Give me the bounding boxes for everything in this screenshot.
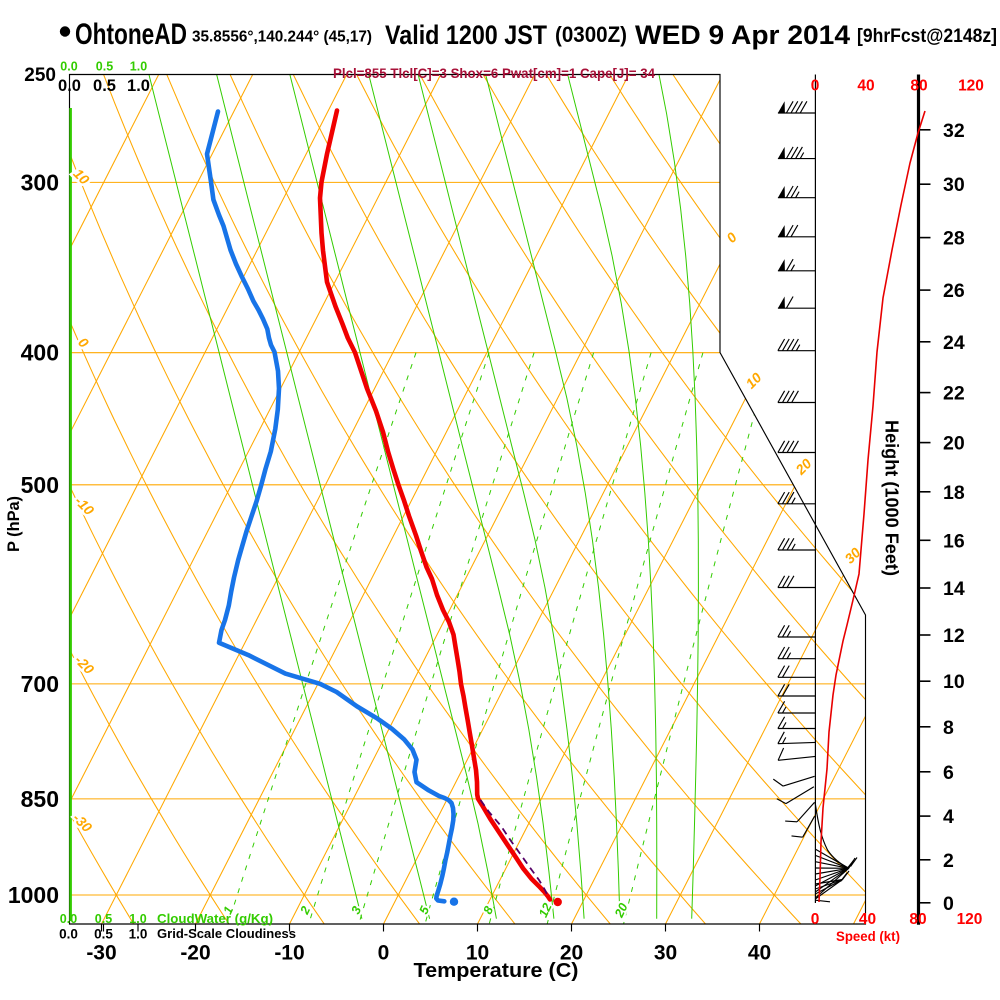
svg-text:20: 20 (792, 455, 815, 478)
svg-text:-10: -10 (72, 493, 98, 519)
svg-text:26: 26 (943, 280, 965, 302)
svg-text:0: 0 (811, 78, 820, 95)
svg-text:8: 8 (943, 717, 954, 739)
svg-text:300: 300 (21, 169, 59, 195)
svg-text:10: 10 (742, 369, 764, 391)
svg-text:10: 10 (466, 942, 489, 965)
svg-text:0: 0 (943, 893, 954, 915)
svg-text:1.0: 1.0 (127, 77, 150, 95)
svg-text:CloudWater (g/Kg): CloudWater (g/Kg) (157, 912, 273, 926)
svg-text:0.5: 0.5 (95, 912, 112, 926)
svg-text:20: 20 (560, 942, 583, 965)
svg-text:16: 16 (943, 530, 965, 552)
svg-text:80: 80 (909, 911, 926, 928)
svg-text:10: 10 (70, 165, 92, 187)
svg-text:850: 850 (21, 786, 59, 812)
svg-text:0: 0 (378, 942, 390, 965)
svg-text:80: 80 (910, 78, 927, 95)
svg-text:-20: -20 (72, 652, 98, 678)
svg-text:0.5: 0.5 (93, 77, 116, 95)
svg-text:14: 14 (943, 578, 965, 600)
svg-text:Height (1000 Feet): Height (1000 Feet) (882, 420, 902, 576)
svg-text:OhtoneAD: OhtoneAD (75, 18, 187, 51)
svg-text:2: 2 (297, 904, 313, 917)
svg-text:400: 400 (21, 340, 59, 366)
svg-text:-20: -20 (180, 942, 210, 965)
svg-text:10: 10 (943, 671, 965, 693)
svg-text:1.0: 1.0 (130, 60, 147, 74)
svg-text:0.5: 0.5 (94, 927, 113, 942)
svg-text:Grid-Scale Cloudiness: Grid-Scale Cloudiness (157, 927, 296, 941)
svg-text:18: 18 (943, 482, 965, 504)
svg-text:30: 30 (943, 174, 965, 196)
svg-text:-30: -30 (86, 942, 116, 965)
svg-text:-10: -10 (274, 942, 304, 965)
svg-text:3: 3 (349, 904, 365, 916)
svg-text:30: 30 (654, 942, 677, 965)
svg-text:Plcl=855 Tlcl[C]=3 Shox=6 Pwat: Plcl=855 Tlcl[C]=3 Shox=6 Pwat[cm]=1 Cap… (333, 65, 655, 81)
svg-text:40: 40 (748, 942, 771, 965)
svg-text:1.0: 1.0 (129, 927, 148, 942)
svg-text:250: 250 (24, 65, 56, 86)
svg-text:12: 12 (943, 625, 965, 647)
svg-text:0: 0 (811, 911, 820, 928)
svg-text:0.0: 0.0 (58, 77, 81, 95)
svg-text:P (hPa): P (hPa) (5, 496, 23, 552)
svg-text:24: 24 (943, 332, 965, 354)
svg-text:32: 32 (943, 120, 965, 142)
svg-text:40: 40 (857, 78, 874, 95)
svg-text:0.0: 0.0 (60, 912, 77, 926)
svg-text:120: 120 (957, 911, 983, 928)
svg-text:4: 4 (943, 806, 954, 828)
svg-text:0.0: 0.0 (59, 927, 78, 942)
svg-text:22: 22 (943, 383, 965, 405)
svg-text:-30: -30 (70, 810, 96, 836)
svg-text:28: 28 (943, 228, 965, 250)
svg-text:0.0: 0.0 (60, 60, 77, 74)
svg-text:Temperature (C): Temperature (C) (414, 960, 579, 982)
svg-text:35.8556°,140.244° (45,17): 35.8556°,140.244° (45,17) (192, 29, 372, 46)
svg-text:40: 40 (859, 911, 876, 928)
svg-text:0: 0 (723, 229, 740, 246)
svg-text:700: 700 (21, 671, 59, 697)
svg-text:1000: 1000 (8, 882, 59, 908)
svg-text:1.0: 1.0 (129, 912, 146, 926)
svg-text:0: 0 (75, 334, 92, 351)
svg-text:Speed (kt): Speed (kt) (836, 928, 900, 944)
svg-text:20: 20 (943, 433, 965, 455)
svg-text:(0300Z): (0300Z) (555, 22, 627, 47)
svg-text:0.5: 0.5 (96, 60, 113, 74)
svg-text:[9hrFcst@2148z]: [9hrFcst@2148z] (857, 26, 997, 47)
svg-text:120: 120 (958, 78, 984, 95)
svg-text:20: 20 (612, 901, 631, 920)
svg-text:2: 2 (943, 850, 954, 872)
svg-text:6: 6 (943, 762, 954, 784)
svg-text:WED 9 Apr 2014: WED 9 Apr 2014 (635, 20, 850, 50)
svg-text:500: 500 (21, 472, 59, 498)
svg-text:Valid 1200 JST: Valid 1200 JST (385, 20, 547, 50)
